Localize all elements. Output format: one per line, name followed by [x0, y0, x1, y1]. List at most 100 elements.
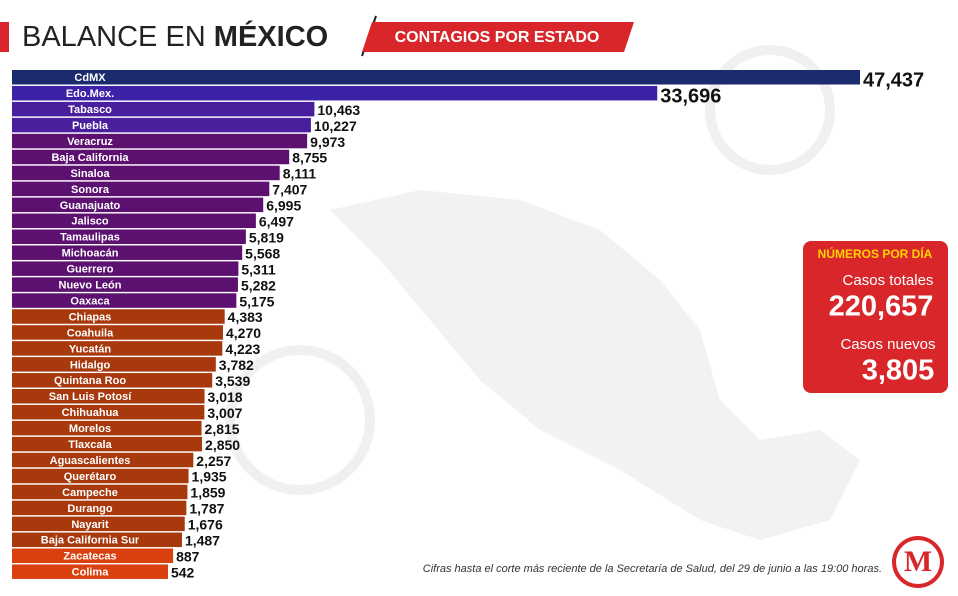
- category-label: Aguascalientes: [50, 455, 131, 467]
- category-label: Puebla: [72, 120, 109, 132]
- bar: [12, 101, 315, 117]
- value-label: 2,815: [205, 421, 240, 437]
- value-label: 5,311: [241, 261, 275, 277]
- category-label: Durango: [67, 503, 113, 515]
- bar: [12, 85, 658, 101]
- value-label: 8,111: [283, 166, 317, 182]
- category-label: Michoacán: [62, 248, 119, 260]
- value-label: 7,407: [272, 182, 307, 198]
- category-label: Veracruz: [67, 136, 113, 148]
- value-label: 33,696: [660, 85, 721, 107]
- value-label: 542: [171, 564, 195, 580]
- value-label: 10,463: [317, 102, 360, 118]
- bar: [12, 197, 264, 213]
- bar: [12, 452, 194, 468]
- category-label: Morelos: [69, 423, 111, 435]
- bar: [12, 70, 860, 85]
- value-label: 1,487: [185, 533, 220, 549]
- category-label: Guerrero: [66, 264, 113, 276]
- panel-value: 220,657: [829, 291, 934, 323]
- bar: [12, 309, 225, 324]
- value-label: 10,227: [314, 118, 357, 134]
- category-label: Nuevo León: [59, 280, 122, 292]
- bar: [12, 420, 202, 436]
- footnote: Cifras hasta el corte más reciente de la…: [423, 563, 882, 575]
- value-label: 5,282: [241, 277, 276, 293]
- title-prefix: BALANCE EN: [22, 21, 206, 53]
- category-label: Zacatecas: [63, 551, 116, 563]
- category-label: Jalisco: [71, 216, 109, 228]
- bar: [12, 165, 280, 181]
- category-label: CdMX: [74, 72, 106, 84]
- subtitle-band: [362, 22, 634, 52]
- bar: [12, 245, 243, 260]
- value-label: 3,018: [208, 389, 243, 405]
- category-label: Campeche: [62, 487, 118, 499]
- category-label: Chiapas: [69, 311, 112, 323]
- bar: [12, 341, 223, 356]
- bar: [12, 436, 203, 452]
- value-label: 4,270: [226, 325, 261, 341]
- category-label: Sonora: [71, 184, 110, 196]
- bar: [12, 293, 237, 308]
- value-label: 1,935: [192, 469, 227, 485]
- stats-panel: [803, 241, 948, 393]
- category-label: Sinaloa: [70, 168, 110, 180]
- panel-label: Casos totales: [843, 272, 934, 289]
- category-label: Nayarit: [71, 519, 109, 531]
- value-label: 8,755: [292, 150, 327, 166]
- category-label: Yucatán: [69, 343, 111, 355]
- bar: [12, 516, 185, 532]
- bar: [12, 181, 270, 197]
- map-silhouette: [330, 190, 860, 540]
- logo-inner: [896, 540, 940, 584]
- value-label: 3,782: [219, 357, 254, 373]
- value-label: 2,850: [205, 437, 240, 453]
- category-label: Edo.Mex.: [66, 88, 114, 100]
- value-label: 5,175: [239, 293, 274, 309]
- virus-icon: [705, 45, 835, 175]
- value-label: 6,497: [259, 214, 294, 230]
- category-label: Hidalgo: [70, 359, 111, 371]
- value-label: 9,973: [310, 134, 345, 150]
- bar: [12, 500, 187, 516]
- bar: [12, 229, 246, 244]
- value-label: 1,859: [190, 485, 225, 501]
- bar: [12, 261, 239, 276]
- category-label: Colima: [72, 567, 110, 579]
- bar: [12, 548, 174, 563]
- category-label: Quintana Roo: [54, 375, 126, 387]
- category-label: Tamaulipas: [60, 232, 120, 244]
- bar: [12, 117, 311, 133]
- category-label: Querétaro: [64, 471, 117, 483]
- value-label: 4,383: [228, 309, 263, 325]
- value-label: 5,819: [249, 229, 284, 245]
- bar: [12, 325, 224, 340]
- value-label: 4,223: [225, 341, 260, 357]
- category-label: Coahuila: [67, 327, 114, 339]
- category-label: Chihuahua: [62, 407, 120, 419]
- bar: [12, 357, 216, 372]
- value-label: 2,257: [196, 453, 231, 469]
- title-bold: MÉXICO: [214, 19, 328, 53]
- category-label: Baja California: [51, 152, 129, 164]
- bar: [12, 373, 213, 388]
- logo: M: [904, 545, 932, 578]
- category-label: Baja California Sur: [41, 535, 140, 547]
- value-label: 6,995: [266, 198, 301, 214]
- value-label: 47,437: [863, 70, 924, 92]
- bar: [12, 404, 205, 420]
- bar: [12, 468, 189, 484]
- value-label: 1,676: [188, 517, 223, 533]
- value-label: 3,539: [215, 373, 250, 389]
- panel-label: Casos nuevos: [840, 336, 935, 353]
- bar: [12, 277, 238, 292]
- category-label: Tabasco: [68, 104, 112, 116]
- value-label: 1,787: [189, 501, 224, 517]
- bar: [12, 532, 182, 548]
- category-label: Guanajuato: [60, 200, 121, 212]
- bar: [12, 133, 308, 149]
- header-accent: [0, 22, 9, 52]
- panel-value: 3,805: [862, 355, 935, 387]
